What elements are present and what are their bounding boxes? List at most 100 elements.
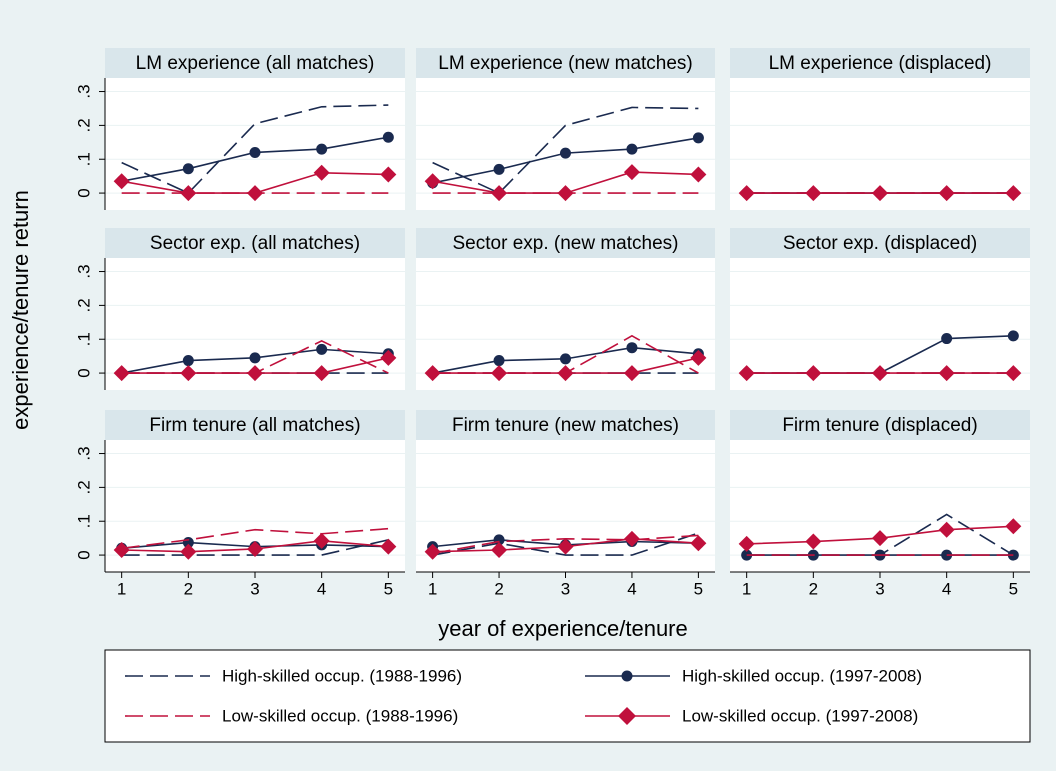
series-line [121,104,389,195]
point [872,365,888,382]
point [626,143,638,155]
point [938,521,955,538]
point [692,132,704,144]
point [690,349,707,366]
point [805,185,822,202]
x-tick-label: 3 [250,579,259,598]
point [738,185,755,202]
point [424,365,441,382]
y-tick-label: .2 [74,480,93,494]
x-tick-label: 4 [627,579,636,598]
series-line [432,106,699,195]
point [557,365,574,382]
panel-title: Firm tenure (new matches) [452,415,679,436]
point [738,365,755,382]
point [623,365,640,382]
series-line [121,527,389,550]
point [113,542,130,558]
panel-title: Sector exp. (displaced) [783,233,977,254]
legend-label: Low-skilled occup. (1988-1996) [222,706,458,725]
panel-header [730,410,1030,440]
point [380,166,397,183]
point [938,185,955,202]
point [1005,365,1022,382]
x-tick-label: 3 [561,579,570,598]
panel-header [416,48,715,78]
panel-title: LM experience (displaced) [769,53,992,74]
y-axis-label: experience/tenure return [8,190,33,430]
panel-header [416,410,715,440]
point [313,532,330,549]
panel-title: Sector exp. (all matches) [150,233,360,254]
panel-header [730,48,1030,78]
x-tick-label: 2 [184,579,193,598]
point [380,538,397,555]
point [805,533,822,550]
y-tick-label: .3 [74,264,93,278]
point [872,185,888,202]
x-tick-label: 1 [117,579,126,598]
panel-header [105,228,405,258]
panel-header [105,410,405,440]
point [316,343,328,355]
point [557,538,574,555]
y-tick-label: .1 [74,332,93,346]
point [491,542,508,558]
point [180,185,197,202]
point [941,333,953,345]
point [249,352,261,364]
panel-header [416,228,715,258]
point [180,543,197,560]
point [493,355,505,367]
legend-marker [621,670,633,682]
x-tick-label: 5 [384,579,393,598]
panel-title: LM experience (all matches) [136,53,375,74]
point [1005,185,1022,202]
y-tick-label: .3 [74,84,93,98]
point [113,365,130,382]
legend-marker [618,707,636,725]
y-tick-label: .3 [74,446,93,460]
y-tick-label: 0 [74,188,93,197]
point [113,173,130,190]
point [247,185,263,202]
panel-title: LM experience (new matches) [438,53,693,74]
point [247,540,263,557]
panel-title: Sector exp. (new matches) [453,233,679,254]
point [623,530,640,547]
legend-label: High-skilled occup. (1988-1996) [222,666,462,685]
point [424,173,441,190]
point [623,164,640,181]
y-tick-label: .2 [74,118,93,132]
panel-title: Firm tenure (all matches) [149,415,360,436]
point [493,163,505,175]
point [938,365,955,382]
point [380,349,397,366]
point [1007,330,1019,342]
panel-header [730,228,1030,258]
point [247,365,263,382]
x-tick-label: 4 [317,579,326,598]
point [249,146,261,158]
point [182,355,194,367]
point [738,535,755,552]
y-tick-label: 0 [74,550,93,559]
y-tick-label: 0 [74,368,93,377]
y-tick-label: .2 [74,298,93,312]
point [690,166,707,183]
legend-label: High-skilled occup. (1997-2008) [682,666,922,685]
point [313,164,330,181]
legend-label: Low-skilled occup. (1997-2008) [682,706,918,725]
point [491,365,508,382]
point [182,163,194,175]
point [805,365,822,382]
point [313,365,330,382]
x-tick-label: 5 [1009,579,1018,598]
point [424,543,441,560]
point [560,147,571,159]
panel-header [105,48,405,78]
point [560,353,571,365]
point [316,143,328,155]
point [626,342,638,354]
